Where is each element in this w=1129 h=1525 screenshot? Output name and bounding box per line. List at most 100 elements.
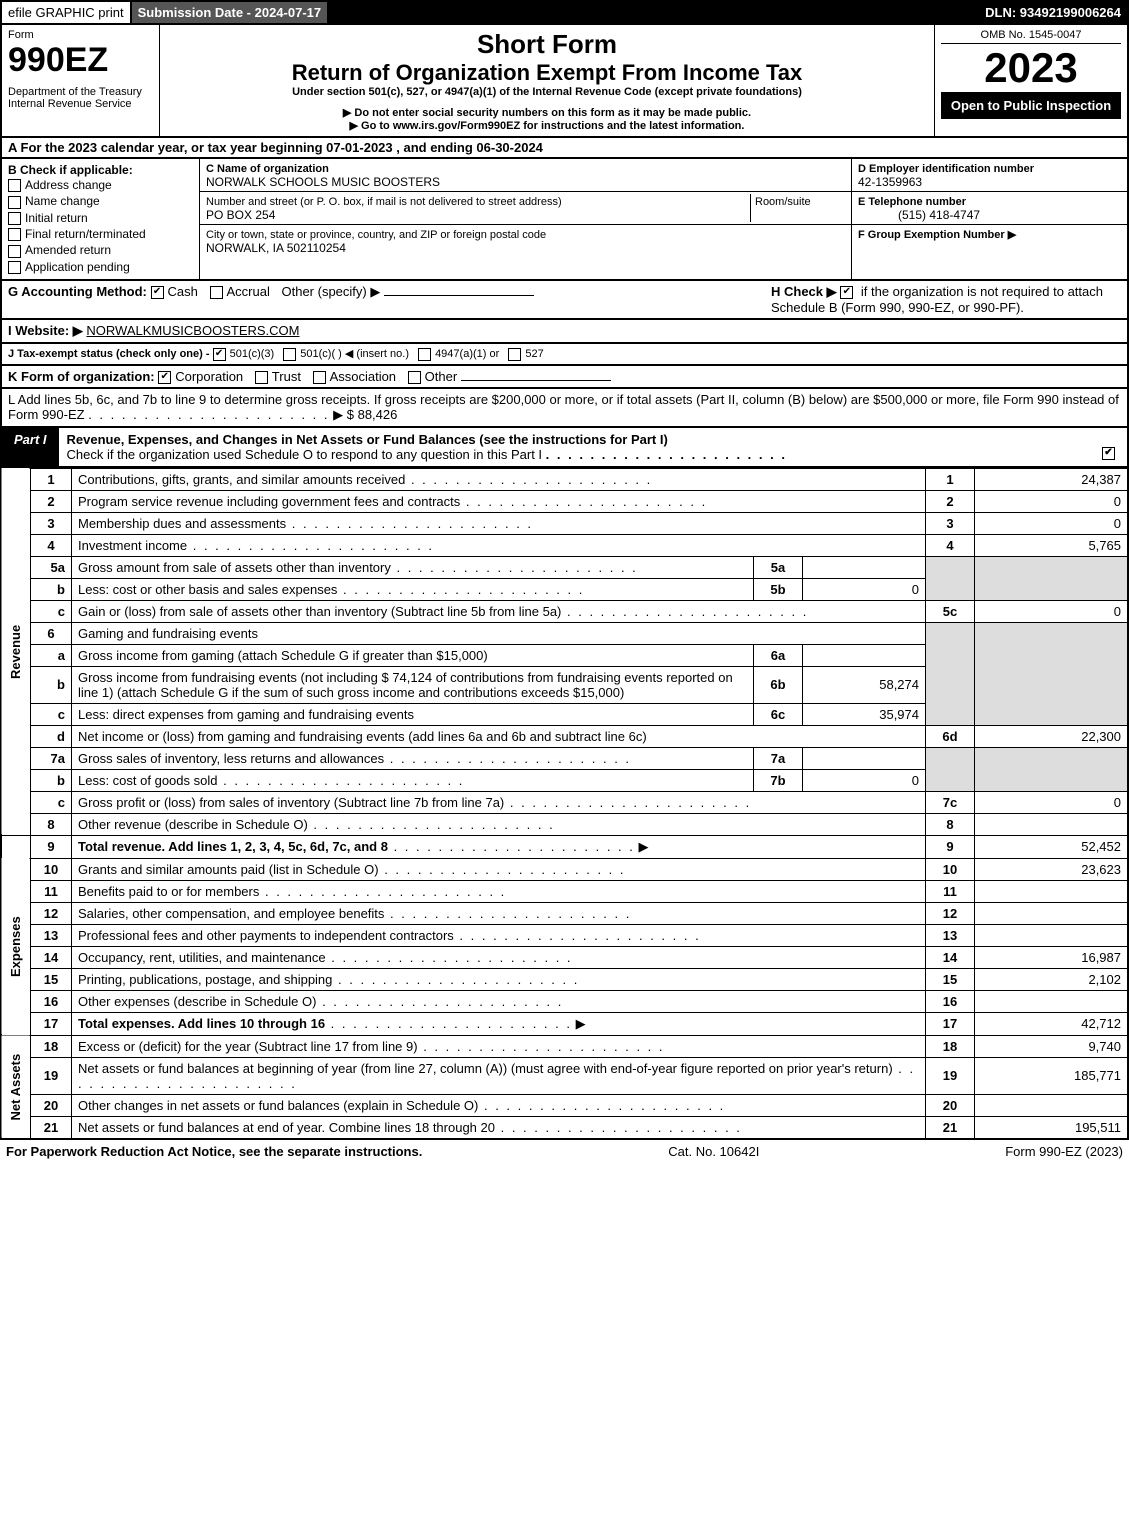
cb-address-change[interactable] <box>8 179 21 192</box>
org-street: PO BOX 254 <box>206 208 275 222</box>
line-18-val: 9,740 <box>975 1035 1129 1057</box>
line-5b-box: 5b <box>754 578 803 600</box>
line-19-val: 185,771 <box>975 1057 1129 1094</box>
j-opt-0: 501(c)(3) <box>230 348 275 360</box>
top-bar: efile GRAPHIC print Submission Date - 20… <box>0 0 1129 25</box>
part-i-title: Revenue, Expenses, and Changes in Net As… <box>67 432 668 447</box>
line-13-val <box>975 924 1129 946</box>
line-6d-val: 22,300 <box>975 725 1129 747</box>
cb-4947[interactable] <box>418 348 431 361</box>
b-opt-3: Final return/terminated <box>25 227 146 241</box>
line-7b-mid: 0 <box>803 769 926 791</box>
cb-amended-return[interactable] <box>8 245 21 258</box>
website[interactable]: NORWALKMUSICBOOSTERS.COM <box>86 323 299 338</box>
lines-table: Revenue 1 Contributions, gifts, grants, … <box>0 468 1129 1140</box>
line-17-val: 42,712 <box>975 1012 1129 1035</box>
cb-other-org[interactable] <box>408 371 421 384</box>
g-other: Other (specify) ▶ <box>281 284 380 299</box>
cb-schedule-o[interactable] <box>1102 447 1115 460</box>
cb-initial-return[interactable] <box>8 212 21 225</box>
cb-application-pending[interactable] <box>8 261 21 274</box>
part-i-label: Part I <box>2 428 59 466</box>
cb-association[interactable] <box>313 371 326 384</box>
line-16-val <box>975 990 1129 1012</box>
g-cash: Cash <box>168 284 198 299</box>
l-value: $ 88,426 <box>347 407 398 422</box>
line-17-desc: Total expenses. Add lines 10 through 16 <box>78 1016 325 1031</box>
line-10-val: 23,623 <box>975 858 1129 880</box>
line-6b-mid: 58,274 <box>803 666 926 703</box>
cb-accrual[interactable] <box>210 286 223 299</box>
line-6c-mid: 35,974 <box>803 703 926 725</box>
line-3-desc: Membership dues and assessments <box>78 516 286 531</box>
section-a-text: A For the 2023 calendar year, or tax yea… <box>8 140 543 155</box>
line-15-desc: Printing, publications, postage, and shi… <box>78 972 332 987</box>
c-city-label: City or town, state or province, country… <box>206 229 546 241</box>
line-7c-desc: Gross profit or (loss) from sales of inv… <box>78 795 504 810</box>
line-12-desc: Salaries, other compensation, and employ… <box>78 906 384 921</box>
line-3-val: 0 <box>975 512 1129 534</box>
cb-501c3[interactable] <box>213 348 226 361</box>
row-k: K Form of organization: Corporation Trus… <box>0 366 1129 389</box>
info-block: B Check if applicable: Address change Na… <box>0 159 1129 281</box>
line-5a-box: 5a <box>754 556 803 578</box>
line-8-val <box>975 813 1129 835</box>
footer-right: Form 990-EZ (2023) <box>1005 1144 1123 1159</box>
line-6b-box: 6b <box>754 666 803 703</box>
line-4-desc: Investment income <box>78 538 187 553</box>
line-7b-box: 7b <box>754 769 803 791</box>
line-14-val: 16,987 <box>975 946 1129 968</box>
line-5b-desc: Less: cost or other basis and sales expe… <box>78 582 337 597</box>
line-5a-desc: Gross amount from sale of assets other t… <box>78 560 391 575</box>
k-opt-1: Trust <box>272 369 301 384</box>
line-13-desc: Professional fees and other payments to … <box>78 928 454 943</box>
cb-name-change[interactable] <box>8 196 21 209</box>
line-7a-mid <box>803 747 926 769</box>
cb-527[interactable] <box>508 348 521 361</box>
row-g-h: G Accounting Method: Cash Accrual Other … <box>0 281 1129 320</box>
return-title: Return of Organization Exempt From Incom… <box>166 60 928 86</box>
form-number: 990EZ <box>8 41 153 80</box>
cb-corporation[interactable] <box>158 371 171 384</box>
phone: (515) 418-4747 <box>858 208 980 222</box>
line-19-desc: Net assets or fund balances at beginning… <box>78 1061 893 1076</box>
row-j: J Tax-exempt status (check only one) - 5… <box>0 344 1129 366</box>
g-label: G Accounting Method: <box>8 284 147 299</box>
cb-final-return[interactable] <box>8 228 21 241</box>
cb-cash[interactable] <box>151 286 164 299</box>
ein: 42-1359963 <box>858 175 922 189</box>
e-label: E Telephone number <box>858 196 966 208</box>
h-label: H Check ▶ <box>771 284 837 299</box>
b-opt-0: Address change <box>25 178 112 192</box>
section-a: A For the 2023 calendar year, or tax yea… <box>0 138 1129 159</box>
line-9-val: 52,452 <box>975 835 1129 858</box>
part-i-header: Part I Revenue, Expenses, and Changes in… <box>0 428 1129 468</box>
k-opt-2: Association <box>330 369 396 384</box>
line-20-desc: Other changes in net assets or fund bala… <box>78 1098 478 1113</box>
line-5c-desc: Gain or (loss) from sale of assets other… <box>78 604 561 619</box>
line-2-desc: Program service revenue including govern… <box>78 494 460 509</box>
j-opt-3: 527 <box>525 348 543 360</box>
line-6a-mid <box>803 644 926 666</box>
subtitle: Under section 501(c), 527, or 4947(a)(1)… <box>166 86 928 98</box>
line-10-desc: Grants and similar amounts paid (list in… <box>78 862 379 877</box>
b-opt-4: Amended return <box>25 243 111 257</box>
footer-mid: Cat. No. 10642I <box>668 1144 759 1159</box>
cb-schedule-b[interactable] <box>840 286 853 299</box>
goto-link[interactable]: ▶ Go to www.irs.gov/Form990EZ for instru… <box>166 119 928 132</box>
line-7c-val: 0 <box>975 791 1129 813</box>
k-opt-3: Other <box>425 369 458 384</box>
ssn-warning: ▶ Do not enter social security numbers o… <box>166 106 928 119</box>
line-5c-val: 0 <box>975 600 1129 622</box>
line-6a-box: 6a <box>754 644 803 666</box>
line-4-val: 5,765 <box>975 534 1129 556</box>
cb-trust[interactable] <box>255 371 268 384</box>
line-21-val: 195,511 <box>975 1116 1129 1139</box>
open-to-public: Open to Public Inspection <box>941 92 1121 119</box>
org-name: NORWALK SCHOOLS MUSIC BOOSTERS <box>206 175 440 189</box>
cb-501c[interactable] <box>283 348 296 361</box>
c-name-label: C Name of organization <box>206 163 329 175</box>
submission-date: Submission Date - 2024-07-17 <box>132 2 330 23</box>
line-20-val <box>975 1094 1129 1116</box>
f-label: F Group Exemption Number ▶ <box>858 229 1016 241</box>
